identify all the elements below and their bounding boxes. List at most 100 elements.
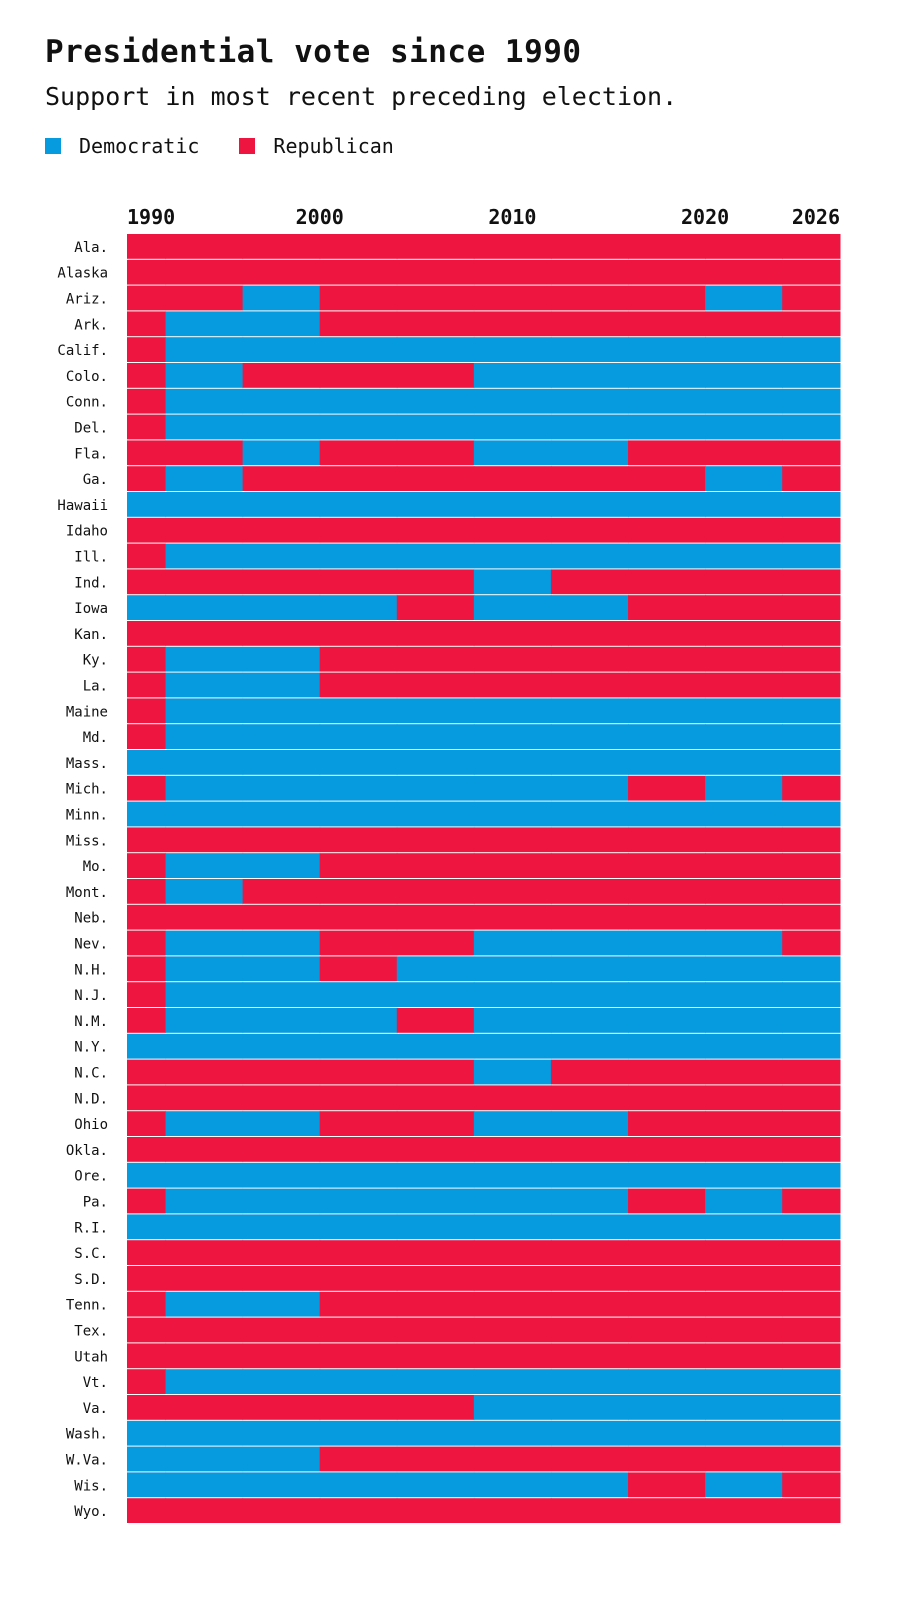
cell — [782, 956, 841, 982]
row-label: Maine — [66, 704, 108, 720]
cell — [127, 1291, 167, 1317]
cell — [396, 1420, 475, 1446]
cell — [242, 259, 321, 285]
cell — [242, 904, 321, 930]
cell — [319, 1317, 398, 1343]
cell — [628, 1420, 706, 1446]
cell — [550, 414, 629, 440]
cell — [705, 1472, 783, 1498]
cell — [165, 543, 244, 569]
cell — [705, 827, 783, 853]
cell — [319, 1369, 398, 1394]
cell — [628, 646, 706, 672]
row-label: N.J. — [74, 988, 108, 1004]
cell — [242, 1369, 321, 1394]
cell — [319, 595, 398, 620]
cell — [705, 569, 783, 595]
row-label: Kan. — [74, 627, 108, 643]
cell — [319, 1085, 398, 1111]
cell — [628, 853, 706, 878]
cell — [550, 1137, 629, 1162]
cell — [628, 311, 706, 337]
cell — [242, 414, 321, 440]
cell — [165, 1137, 244, 1162]
cell — [473, 1085, 552, 1111]
cell — [628, 879, 706, 904]
cell — [473, 1162, 552, 1188]
cell — [319, 646, 398, 672]
cell — [319, 879, 398, 904]
cell — [705, 672, 783, 698]
cell — [396, 1008, 475, 1033]
cell — [705, 311, 783, 337]
cell — [628, 698, 706, 724]
row-label: N.M. — [74, 1014, 108, 1030]
cell — [396, 646, 475, 672]
row-label: Conn. — [66, 395, 108, 411]
cell — [473, 1369, 552, 1394]
cell — [165, 956, 244, 982]
cell — [165, 827, 244, 853]
cell — [127, 1008, 167, 1033]
row-label: Mo. — [83, 859, 108, 875]
cell — [242, 1266, 321, 1291]
cell — [550, 1059, 629, 1085]
row-label: Ala. — [74, 240, 108, 256]
cell — [628, 750, 706, 775]
cell — [319, 1343, 398, 1369]
cell — [165, 1214, 244, 1240]
row-label: Tex. — [74, 1324, 108, 1340]
row-label: Md. — [83, 730, 108, 746]
cell — [473, 440, 552, 466]
cell — [705, 1343, 783, 1369]
row-label: Pa. — [83, 1195, 108, 1211]
cell — [396, 750, 475, 775]
cell — [396, 492, 475, 517]
cell — [242, 1059, 321, 1085]
cell — [396, 285, 475, 311]
cell — [705, 1369, 783, 1394]
cell — [242, 543, 321, 569]
cell — [165, 775, 244, 801]
cell — [127, 311, 167, 337]
cell — [782, 1420, 841, 1446]
cell — [782, 517, 841, 543]
cell — [705, 1033, 783, 1059]
cell — [319, 775, 398, 801]
cell — [782, 879, 841, 904]
cell — [319, 466, 398, 491]
row-label: Utah — [74, 1349, 108, 1365]
cell — [396, 1498, 475, 1523]
cell — [165, 724, 244, 749]
cell — [705, 1240, 783, 1265]
cell — [165, 1343, 244, 1369]
cell — [165, 388, 244, 414]
cell — [319, 698, 398, 724]
cell — [550, 1188, 629, 1214]
cell — [473, 775, 552, 801]
cell — [165, 1162, 244, 1188]
cell — [127, 1059, 167, 1085]
cell — [705, 853, 783, 878]
cell — [127, 724, 167, 749]
cell — [319, 388, 398, 414]
cell — [628, 827, 706, 853]
cell — [473, 1317, 552, 1343]
cell — [396, 956, 475, 982]
cell — [127, 569, 167, 595]
cell — [782, 1188, 841, 1214]
cell — [319, 1395, 398, 1420]
cell — [550, 492, 629, 517]
cell — [165, 1085, 244, 1111]
cell — [705, 337, 783, 362]
cell — [782, 1240, 841, 1265]
cell — [127, 1085, 167, 1111]
cell — [242, 1240, 321, 1265]
cell — [473, 853, 552, 878]
cell — [319, 259, 398, 285]
cell — [550, 543, 629, 569]
cell — [628, 775, 706, 801]
cell — [165, 698, 244, 724]
cell — [473, 492, 552, 517]
row-label: R.I. — [74, 1220, 108, 1236]
